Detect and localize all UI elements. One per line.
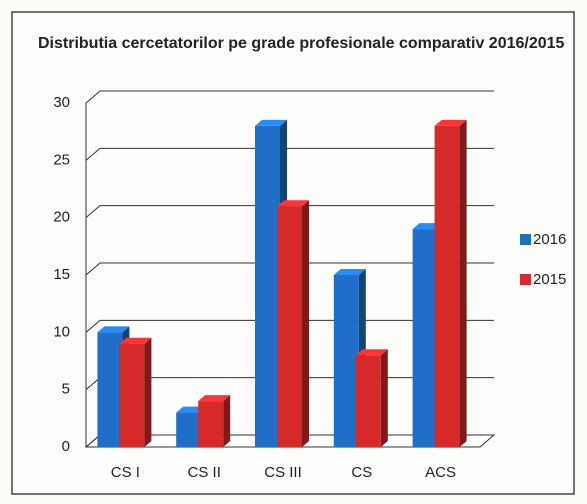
bar-side bbox=[144, 337, 152, 447]
x-tick-label: ACS bbox=[425, 464, 456, 481]
y-tick-label: 15 bbox=[53, 266, 70, 283]
legend-label: 2016 bbox=[533, 231, 566, 248]
bar bbox=[97, 332, 123, 447]
grid-line bbox=[85, 262, 494, 276]
grid-line bbox=[85, 90, 494, 104]
bar-top bbox=[255, 119, 287, 126]
chart-title: Distributia cercetatorilor pe grade prof… bbox=[38, 35, 565, 52]
bar bbox=[412, 229, 438, 447]
bar-side bbox=[380, 349, 388, 447]
y-tick-label: 25 bbox=[53, 151, 70, 168]
bar-top bbox=[333, 269, 366, 275]
grid-line bbox=[85, 205, 494, 219]
legend-swatch bbox=[520, 274, 531, 285]
bar-side bbox=[302, 200, 309, 447]
bar-top bbox=[97, 326, 130, 333]
bar-side bbox=[459, 119, 467, 447]
x-tick-label: CS II bbox=[188, 464, 221, 481]
x-tick-label: CS I bbox=[111, 464, 140, 481]
bar bbox=[355, 355, 381, 447]
bar-top bbox=[198, 395, 231, 402]
bar bbox=[255, 125, 280, 447]
bar-top bbox=[434, 119, 467, 126]
x-tick-label: CS bbox=[351, 464, 372, 481]
grid-line bbox=[85, 147, 494, 161]
y-tick-label: 10 bbox=[53, 323, 70, 340]
bar-top bbox=[119, 337, 152, 344]
legend-swatch bbox=[520, 234, 531, 245]
bar bbox=[277, 206, 302, 447]
y-tick-label: 20 bbox=[53, 209, 70, 226]
bar-top bbox=[355, 349, 388, 356]
x-tick-label: CS III bbox=[264, 464, 302, 481]
bar bbox=[176, 412, 202, 447]
y-tick-label: 5 bbox=[62, 381, 70, 398]
legend-label: 2015 bbox=[533, 271, 566, 288]
bar bbox=[198, 401, 224, 447]
bar bbox=[434, 125, 460, 447]
bar bbox=[119, 343, 145, 447]
bar-top bbox=[277, 200, 309, 207]
bar-side bbox=[223, 395, 231, 447]
y-tick-label: 30 bbox=[53, 94, 70, 111]
bar bbox=[333, 275, 359, 447]
y-tick-label: 0 bbox=[62, 438, 70, 455]
